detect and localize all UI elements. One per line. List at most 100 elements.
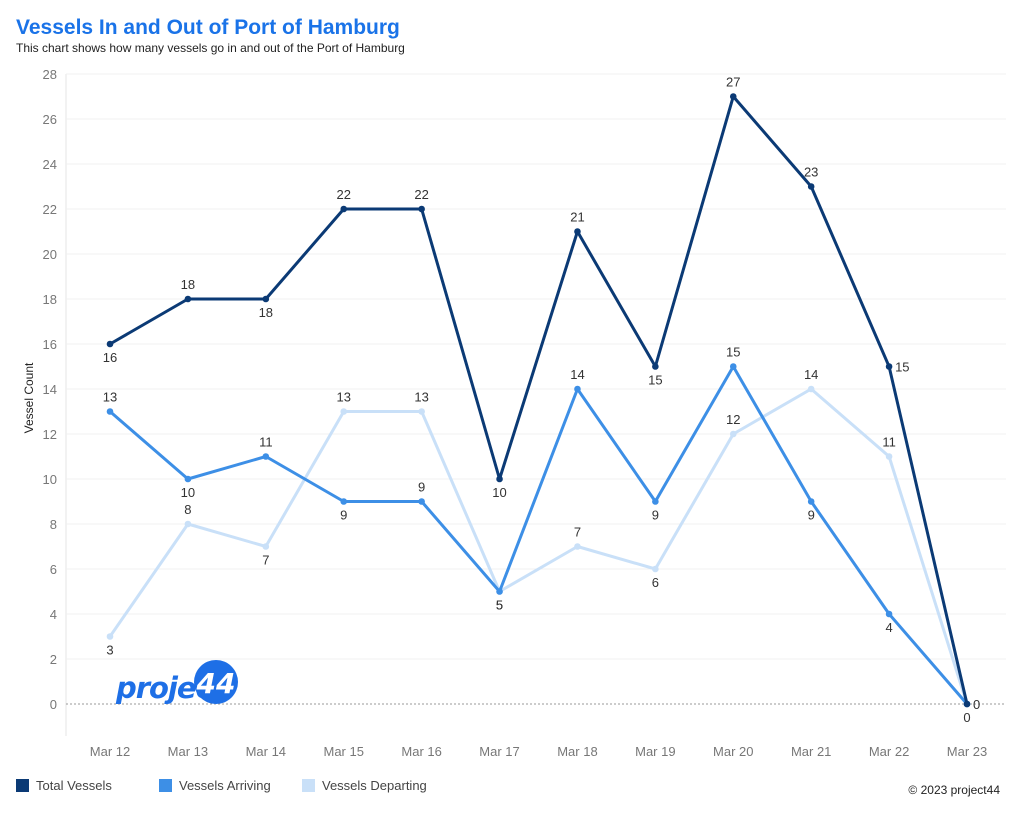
series-line: [108, 387, 969, 706]
series-total-vessels: [106, 93, 971, 708]
data-point: [418, 205, 425, 213]
y-tick-label: 12: [43, 427, 57, 442]
data-label: 4: [885, 620, 892, 635]
data-label: 0: [963, 710, 970, 725]
data-point: [574, 228, 581, 235]
data-label: 13: [414, 390, 428, 405]
y-tick-label: 4: [50, 607, 57, 622]
data-point: [807, 183, 815, 190]
x-tick-label: Mar 20: [713, 744, 753, 759]
x-tick-label: Mar 15: [323, 744, 363, 759]
data-point: [574, 543, 581, 550]
data-point: [652, 498, 659, 505]
y-tick-label: 26: [43, 112, 57, 127]
data-labels-vessels-departing: 3 8 7 13 13 5 7 6 12 14 11: [106, 367, 895, 658]
data-label: 3: [106, 643, 113, 658]
data-point: [807, 385, 815, 393]
data-point: [652, 565, 659, 573]
data-label: 18: [259, 305, 273, 320]
data-point: [418, 498, 425, 505]
data-label: 13: [103, 390, 117, 405]
series-line: [108, 365, 969, 706]
data-point: [963, 700, 971, 708]
data-labels-vessels-arriving: 13 10 11 9 9 5 14 9 15 9 4 0: [103, 345, 980, 713]
x-tick-label: Mar 23: [947, 744, 987, 759]
y-tick-label: 8: [50, 517, 57, 532]
data-labels-total-vessels: 16 18 18 22 22 10 21 15 27 23 15 0: [103, 75, 971, 726]
data-point: [885, 610, 893, 618]
data-point: [184, 520, 192, 528]
data-point: [340, 498, 348, 505]
data-label: 18: [181, 277, 195, 292]
legend-item-arriving[interactable]: Vessels Arriving: [159, 778, 302, 793]
data-label: 11: [882, 435, 896, 450]
data-point: [184, 295, 192, 303]
data-label: 14: [804, 367, 818, 382]
data-point: [340, 205, 348, 213]
legend-item-departing[interactable]: Vessels Departing: [302, 778, 427, 793]
data-point: [106, 408, 114, 415]
series-line: [108, 95, 969, 706]
legend-label-total: Total Vessels: [36, 778, 112, 793]
data-label: 8: [184, 502, 191, 517]
y-tick-label: 22: [43, 202, 57, 217]
data-point: [574, 385, 581, 393]
data-label: 22: [414, 187, 428, 202]
data-label: 9: [652, 508, 659, 523]
project44-logo: project 44: [115, 660, 238, 705]
data-label: 27: [726, 75, 740, 90]
x-tick-label: Mar 22: [869, 744, 909, 759]
data-label: 9: [418, 480, 425, 495]
data-label: 15: [726, 345, 740, 360]
legend-label-departing: Vessels Departing: [322, 778, 427, 793]
data-point: [106, 340, 114, 348]
data-label: 15: [895, 360, 909, 375]
x-tick-label: Mar 19: [635, 744, 675, 759]
data-point: [885, 453, 893, 460]
data-label: 7: [574, 525, 581, 540]
x-tick-label: Mar 12: [90, 744, 130, 759]
data-label: 5: [496, 598, 503, 613]
data-point: [184, 475, 192, 483]
data-label: 10: [492, 485, 506, 500]
y-tick-label: 14: [43, 382, 57, 397]
data-point: [106, 633, 114, 640]
legend-swatch-total: [16, 779, 29, 792]
y-tick-label: 16: [43, 337, 57, 352]
logo-badge-number: 44: [196, 667, 236, 700]
data-label: 14: [570, 367, 584, 382]
data-label: 13: [336, 390, 350, 405]
y-tick-label: 6: [50, 562, 57, 577]
data-point: [418, 408, 425, 415]
y-tick-label: 24: [43, 157, 57, 172]
data-point: [885, 363, 893, 370]
data-label: 6: [652, 575, 659, 590]
x-tick-label: Mar 16: [401, 744, 441, 759]
data-label: 9: [340, 508, 347, 523]
logo-badge: [194, 660, 238, 704]
legend-swatch-departing: [302, 779, 315, 792]
x-tick-label: Mar 18: [557, 744, 597, 759]
x-tick-label: Mar 13: [168, 744, 208, 759]
data-point: [262, 543, 270, 550]
y-tick-label: 0: [50, 697, 57, 712]
data-label: 5: [496, 598, 503, 613]
data-label: 10: [181, 485, 195, 500]
x-tick-label: Mar 21: [791, 744, 831, 759]
data-label: 11: [259, 435, 273, 450]
data-point: [729, 430, 737, 438]
legend-label-arriving: Vessels Arriving: [179, 778, 271, 793]
data-label: 21: [570, 210, 584, 225]
y-tick-label: 10: [43, 472, 57, 487]
chart-subtitle: This chart shows how many vessels go in …: [16, 41, 405, 55]
data-label: 23: [804, 165, 818, 180]
data-point: [496, 475, 503, 483]
gridlines: [65, 73, 1006, 736]
y-tick-label: 20: [43, 247, 57, 262]
y-tick-label: 18: [43, 292, 57, 307]
legend-swatch-arriving: [159, 779, 172, 792]
x-tick-label: Mar 17: [479, 744, 519, 759]
legend: Total Vessels Vessels Arriving Vessels D…: [16, 778, 427, 793]
legend-item-total[interactable]: Total Vessels: [16, 778, 159, 793]
